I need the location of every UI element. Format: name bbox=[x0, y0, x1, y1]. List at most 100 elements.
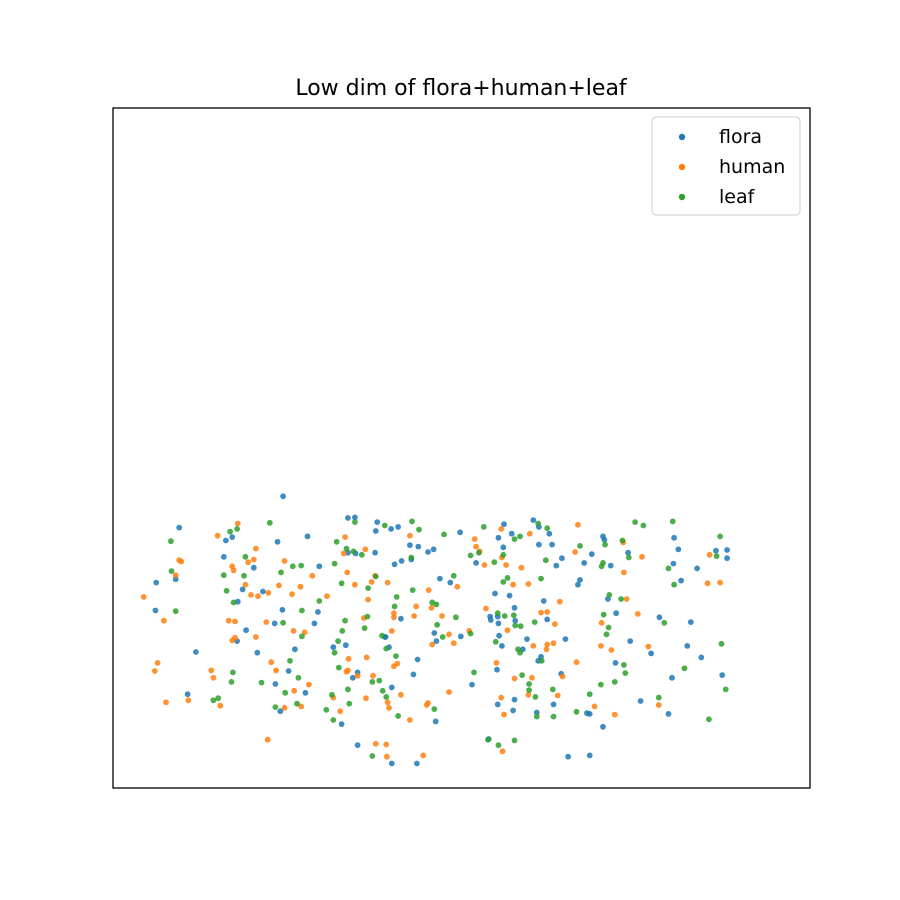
data-point-flora bbox=[415, 543, 422, 550]
data-point-flora bbox=[508, 530, 515, 537]
data-point-flora bbox=[546, 530, 553, 537]
data-point-flora bbox=[398, 615, 404, 622]
data-point-human bbox=[253, 634, 259, 640]
data-point-human bbox=[253, 545, 259, 552]
data-point-human bbox=[276, 582, 282, 589]
data-point-leaf bbox=[329, 691, 335, 698]
data-point-leaf bbox=[350, 548, 357, 555]
data-point-human bbox=[386, 704, 392, 711]
data-point-flora bbox=[506, 592, 513, 599]
data-point-leaf bbox=[409, 587, 416, 593]
data-point-leaf bbox=[519, 672, 525, 678]
data-point-human bbox=[384, 579, 391, 586]
data-point-flora bbox=[613, 610, 620, 617]
data-point-human bbox=[281, 558, 288, 564]
data-point-human bbox=[214, 532, 221, 539]
data-point-leaf bbox=[598, 681, 604, 688]
data-point-leaf bbox=[600, 560, 606, 566]
data-point-flora bbox=[260, 588, 266, 595]
data-point-flora bbox=[550, 701, 557, 708]
data-point-human bbox=[342, 534, 348, 540]
legend-label-flora: flora bbox=[719, 126, 762, 148]
data-point-human bbox=[337, 708, 344, 715]
data-point-flora bbox=[432, 718, 439, 725]
data-point-human bbox=[289, 591, 295, 598]
data-point-flora bbox=[687, 619, 694, 625]
data-point-flora bbox=[713, 547, 719, 554]
legend-label-human: human bbox=[719, 156, 785, 178]
data-point-leaf bbox=[600, 611, 607, 618]
data-point-flora bbox=[562, 636, 569, 642]
data-point-human bbox=[498, 694, 505, 701]
data-point-leaf bbox=[517, 623, 524, 630]
data-point-human bbox=[499, 748, 506, 755]
data-point-flora bbox=[433, 638, 440, 644]
data-point-human bbox=[411, 613, 417, 619]
data-point-leaf bbox=[669, 518, 676, 525]
data-point-leaf bbox=[379, 687, 386, 694]
data-point-human bbox=[428, 604, 435, 611]
data-point-human bbox=[598, 619, 605, 626]
data-point-leaf bbox=[517, 533, 523, 540]
data-point-flora bbox=[414, 760, 420, 767]
data-point-leaf bbox=[549, 686, 556, 693]
data-point-human bbox=[543, 646, 550, 653]
data-point-leaf bbox=[358, 551, 365, 558]
data-point-human bbox=[525, 581, 532, 587]
data-point-flora bbox=[153, 579, 160, 586]
data-point-leaf bbox=[364, 613, 371, 620]
data-point-leaf bbox=[492, 638, 499, 645]
data-point-leaf bbox=[618, 596, 624, 602]
data-point-flora bbox=[492, 590, 498, 597]
data-point-leaf bbox=[227, 528, 234, 535]
data-point-flora bbox=[302, 689, 309, 696]
data-point-leaf bbox=[611, 679, 618, 685]
data-point-leaf bbox=[467, 552, 474, 559]
data-point-flora bbox=[671, 534, 677, 541]
data-point-human bbox=[290, 628, 297, 634]
data-point-leaf bbox=[434, 621, 440, 628]
data-point-human bbox=[503, 562, 509, 568]
legend: flora human leaf bbox=[651, 116, 801, 216]
data-point-flora bbox=[512, 617, 519, 624]
data-point-flora bbox=[430, 546, 437, 553]
data-point-leaf bbox=[228, 679, 235, 685]
data-point-leaf bbox=[287, 657, 293, 664]
legend-label-leaf: leaf bbox=[719, 186, 756, 208]
data-point-human bbox=[407, 532, 413, 539]
data-point-leaf bbox=[361, 625, 368, 632]
data-point-leaf bbox=[625, 554, 632, 561]
data-point-flora bbox=[678, 577, 684, 584]
data-point-flora bbox=[495, 534, 502, 541]
data-point-leaf bbox=[494, 610, 501, 617]
data-point-human bbox=[163, 699, 169, 706]
data-point-flora bbox=[243, 627, 250, 634]
data-point-leaf bbox=[383, 645, 390, 652]
data-point-human bbox=[255, 593, 261, 600]
data-point-flora bbox=[670, 560, 677, 567]
data-point-flora bbox=[388, 684, 395, 691]
data-point-flora bbox=[637, 698, 644, 704]
data-point-human bbox=[529, 674, 535, 681]
data-point-leaf bbox=[409, 518, 415, 525]
data-point-human bbox=[264, 736, 271, 743]
data-point-human bbox=[208, 667, 215, 674]
data-point-human bbox=[234, 520, 241, 527]
data-point-human bbox=[498, 526, 505, 532]
data-point-flora bbox=[724, 555, 730, 562]
data-point-flora bbox=[172, 576, 179, 583]
data-point-flora bbox=[607, 562, 614, 569]
data-point-human bbox=[306, 681, 312, 688]
data-point-leaf bbox=[526, 687, 532, 693]
data-point-human bbox=[538, 609, 544, 616]
data-point-flora bbox=[279, 606, 286, 613]
data-point-leaf bbox=[168, 538, 174, 545]
data-point-flora bbox=[372, 549, 378, 556]
data-point-flora bbox=[250, 564, 257, 571]
data-point-leaf bbox=[369, 753, 376, 759]
data-point-flora bbox=[544, 616, 551, 623]
data-point-flora bbox=[694, 565, 700, 572]
data-point-flora bbox=[510, 707, 516, 714]
data-point-human bbox=[471, 536, 478, 542]
data-point-human bbox=[265, 589, 272, 596]
